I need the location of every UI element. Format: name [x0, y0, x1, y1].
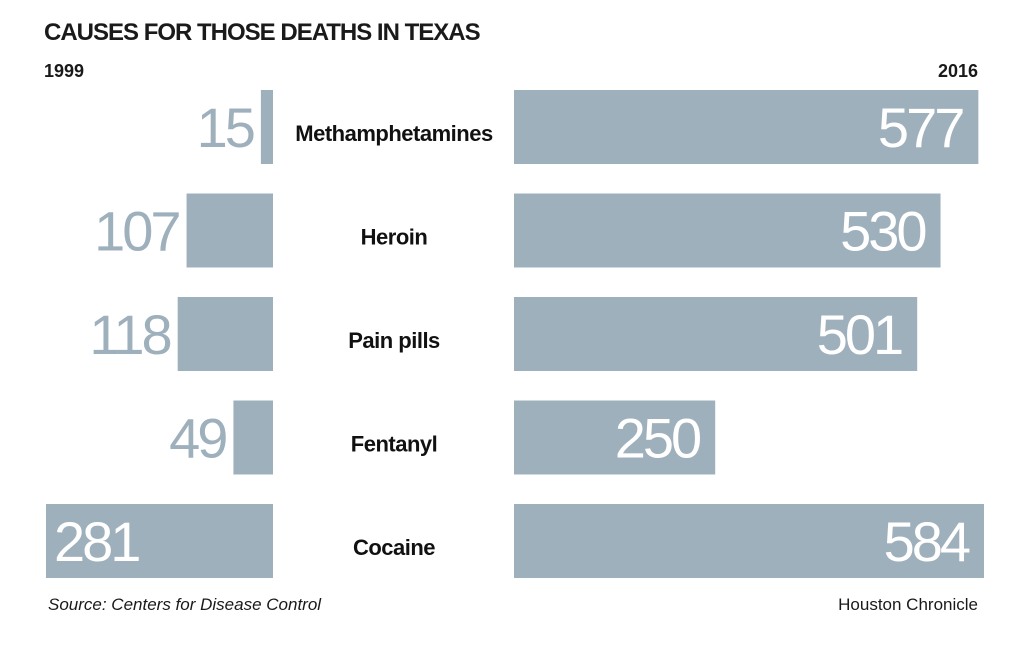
bar-1999-cocaine: [46, 504, 273, 578]
bar-1999-fentanyl: [233, 400, 273, 475]
category-label-pain-pills: Pain pills: [348, 328, 440, 353]
value-label-2016-fentanyl: 250: [615, 407, 700, 470]
bar-2016-heroin: [514, 193, 941, 268]
legend-left-year: 1999: [44, 61, 84, 81]
legend-right-year: 2016: [938, 61, 978, 81]
bars-group: 15 Methamphetamines 577 107 Heroin 530 118 Pain…: [46, 90, 984, 578]
bar-2016-methamphetamines: [514, 90, 979, 164]
bar-1999-heroin: [186, 193, 273, 268]
value-label-2016-heroin: 530: [840, 200, 925, 263]
bar-2016-cocaine: [514, 504, 984, 578]
value-label-1999-heroin: 107: [94, 200, 179, 263]
bar-2016-pain-pills: [514, 297, 918, 371]
bar-2016-fentanyl: [514, 400, 716, 475]
value-label-1999-methamphetamines: 15: [197, 96, 254, 159]
credit: Houston Chronicle: [838, 595, 978, 614]
value-label-2016-pain-pills: 501: [817, 303, 902, 366]
source-note: Source: Centers for Disease Control: [48, 595, 322, 614]
category-label-fentanyl: Fentanyl: [351, 432, 437, 457]
category-label-methamphetamines: Methamphetamines: [295, 121, 493, 146]
value-label-2016-cocaine: 584: [884, 510, 970, 573]
value-label-1999-cocaine: 281: [54, 510, 139, 573]
category-label-heroin: Heroin: [361, 225, 428, 250]
bar-1999-methamphetamines: [260, 90, 273, 164]
category-label-cocaine: Cocaine: [353, 535, 435, 560]
bar-1999-pain-pills: [177, 297, 273, 371]
chart-title: CAUSES FOR THOSE DEATHS IN TEXAS: [44, 19, 481, 46]
value-label-1999-pain-pills: 118: [89, 303, 170, 366]
value-label-1999-fentanyl: 49: [169, 407, 226, 470]
value-label-2016-methamphetamines: 577: [878, 96, 963, 159]
